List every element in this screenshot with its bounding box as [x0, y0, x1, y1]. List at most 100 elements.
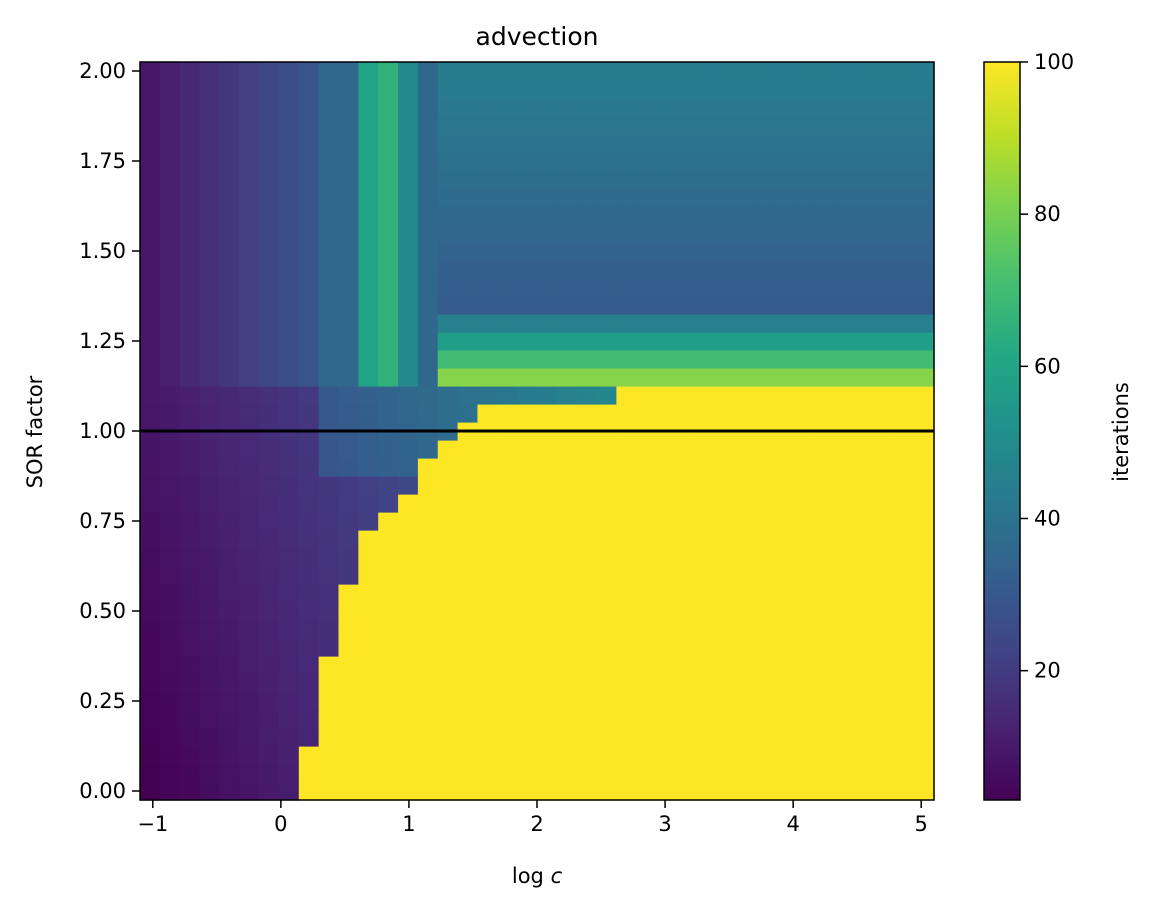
heatmap-cell: [556, 764, 578, 783]
heatmap-cell: [914, 512, 935, 531]
heatmap-cell: [715, 152, 737, 171]
heatmap-cell: [497, 710, 518, 729]
heatmap-cell: [517, 134, 538, 153]
heatmap-cell: [616, 80, 637, 99]
heatmap-cell: [239, 134, 260, 153]
heatmap-cell: [378, 584, 399, 603]
heatmap-cell: [378, 62, 399, 81]
heatmap-cell: [894, 584, 915, 603]
heatmap-cell: [596, 386, 617, 405]
heatmap-cell: [179, 638, 201, 657]
heatmap-cell: [179, 98, 201, 117]
heatmap-cell: [576, 458, 598, 477]
heatmap-cell: [259, 224, 280, 243]
heatmap-cell: [417, 152, 439, 171]
heatmap-cell: [318, 476, 340, 495]
heatmap-cell: [497, 314, 518, 333]
heatmap-cell: [497, 242, 518, 261]
heatmap-cell: [596, 278, 617, 297]
heatmap-cell: [894, 242, 915, 261]
heatmap-cell: [616, 494, 637, 513]
heatmap-cell: [298, 116, 320, 135]
heatmap-cell: [636, 386, 657, 405]
heatmap-cell: [795, 458, 816, 477]
heatmap-cell: [278, 278, 300, 297]
heatmap-cell: [814, 782, 836, 801]
heatmap-cell: [378, 494, 399, 513]
heatmap-cell: [437, 242, 459, 261]
heatmap-cell: [576, 512, 598, 531]
heatmap-cell: [656, 458, 677, 477]
heatmap-cell: [298, 674, 320, 693]
heatmap-cell: [358, 332, 379, 351]
heatmap-cell: [259, 188, 280, 207]
heatmap-cell: [437, 152, 459, 171]
heatmap-cell: [477, 62, 498, 81]
heatmap-cell: [298, 350, 320, 369]
heatmap-cell: [755, 548, 776, 567]
heatmap-cell: [834, 332, 856, 351]
heatmap-cell: [894, 350, 915, 369]
heatmap-cell: [616, 314, 637, 333]
heatmap-cell: [278, 188, 300, 207]
heatmap-cell: [874, 746, 895, 765]
heatmap-cell: [755, 638, 776, 657]
heatmap-cell: [636, 494, 657, 513]
heatmap-cell: [278, 80, 300, 99]
heatmap-cell: [537, 332, 558, 351]
heatmap-cell: [695, 512, 717, 531]
heatmap-cell: [298, 440, 320, 459]
heatmap-cell: [398, 728, 419, 747]
heatmap-cell: [775, 170, 796, 189]
heatmap-cell: [735, 548, 756, 567]
heatmap-cell: [318, 260, 340, 279]
heatmap-cell: [259, 620, 280, 639]
heatmap-cell: [477, 458, 498, 477]
heatmap-cell: [715, 764, 737, 783]
heatmap-cell: [477, 170, 498, 189]
heatmap-cell: [140, 98, 161, 117]
heatmap-cell: [874, 206, 895, 225]
heatmap-cell: [735, 746, 756, 765]
heatmap-cell: [179, 674, 201, 693]
heatmap-cell: [140, 782, 161, 801]
heatmap-cell: [656, 638, 677, 657]
heatmap-cell: [497, 188, 518, 207]
heatmap-cell: [775, 530, 796, 549]
heatmap-cell: [556, 404, 578, 423]
colorbar: [983, 61, 1021, 801]
heatmap-cell: [834, 602, 856, 621]
heatmap-cell: [616, 602, 637, 621]
heatmap-cell: [457, 314, 479, 333]
heatmap-cell: [814, 152, 836, 171]
heatmap-cell: [735, 314, 756, 333]
heatmap-cell: [457, 530, 479, 549]
heatmap-cell: [775, 134, 796, 153]
heatmap-cell: [259, 746, 280, 765]
heatmap-cell: [358, 494, 379, 513]
heatmap-cell: [695, 260, 717, 279]
heatmap-cell: [219, 116, 240, 135]
heatmap-cell: [656, 692, 677, 711]
heatmap-cell: [140, 314, 161, 333]
heatmap-cell: [378, 296, 399, 315]
heatmap-cell: [338, 368, 359, 387]
heatmap-cell: [675, 62, 697, 81]
heatmap-cell: [576, 728, 598, 747]
heatmap-cell: [437, 170, 459, 189]
heatmap-cell: [715, 710, 737, 729]
heatmap-cell: [914, 188, 935, 207]
heatmap-cell: [140, 278, 161, 297]
heatmap-cell: [457, 548, 479, 567]
heatmap-cell: [338, 746, 359, 765]
heatmap-cell: [378, 152, 399, 171]
heatmap-cell: [537, 620, 558, 639]
heatmap-cell: [338, 404, 359, 423]
heatmap-cell: [298, 314, 320, 333]
heatmap-cell: [497, 782, 518, 801]
heatmap-cell: [775, 152, 796, 171]
heatmap-cell: [695, 476, 717, 495]
heatmap-cell: [596, 548, 617, 567]
heatmap-cell: [140, 260, 161, 279]
heatmap-cell: [834, 188, 856, 207]
